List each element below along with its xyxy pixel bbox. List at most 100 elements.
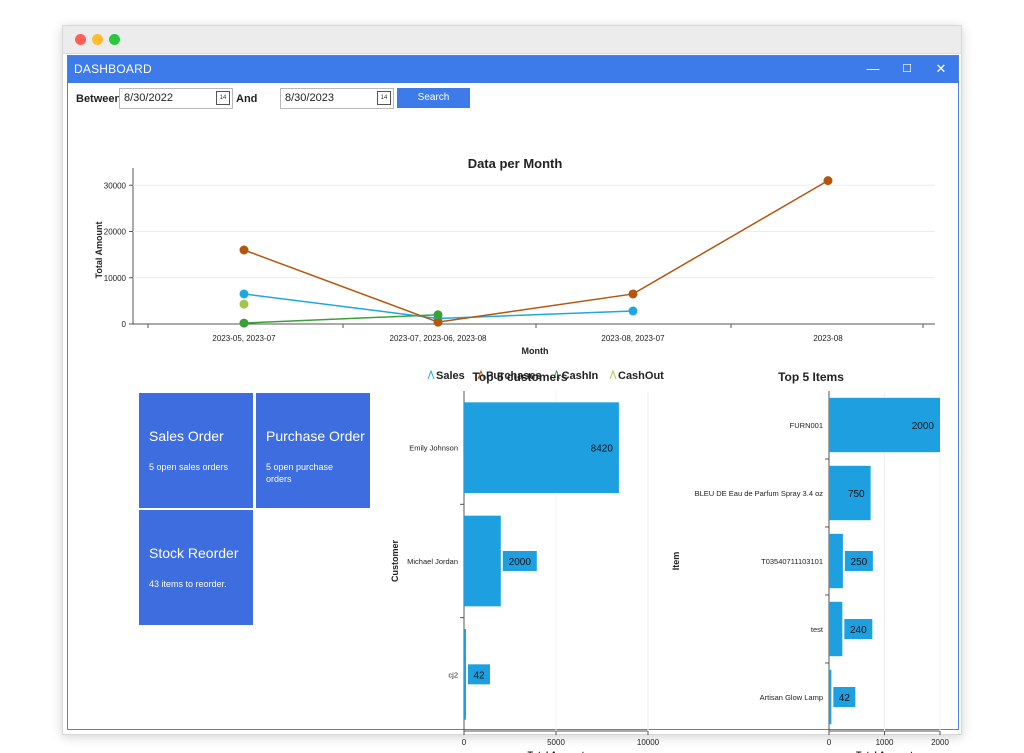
y-tick-label: 20000 [104, 228, 127, 237]
data-label: 2000 [912, 421, 935, 432]
sales-order-tile[interactable]: Sales Order 5 open sales orders [139, 393, 253, 508]
bar [829, 533, 843, 589]
bar [464, 515, 501, 607]
top-customers-chart: Top 5 customers 0 5000 10000 Total Amount Cus… [390, 370, 660, 753]
x-tick-label: 2023-08 [813, 334, 843, 343]
window-title: DASHBOARD [74, 62, 152, 76]
app-title-bar: DASHBOARD — ☐ ✕ [68, 56, 958, 83]
category-label: cj2 [448, 670, 458, 679]
series-line-cashin [243, 314, 439, 324]
x-tick-label: 0 [462, 738, 467, 747]
bar [829, 465, 871, 521]
data-label-box [502, 551, 537, 571]
data-label-box [833, 687, 856, 707]
data-point-sales [628, 306, 638, 316]
data-point-purchases [239, 245, 249, 255]
zoom-dot-icon[interactable] [109, 34, 120, 45]
close-button[interactable]: ✕ [935, 61, 947, 76]
category-label: FURN001 [790, 421, 823, 430]
chart-title: Data per Month [468, 156, 563, 171]
data-label: 2000 [509, 557, 532, 568]
category-label: Emily Johnson [409, 444, 458, 453]
category-label: Michael Jordan [407, 557, 458, 566]
close-dot-icon[interactable] [75, 34, 86, 45]
data-per-month-chart: Data per Month 0 10000 20000 30000 2023-05, 2… [94, 156, 935, 382]
data-label: 42 [839, 693, 851, 704]
minimize-dot-icon[interactable] [92, 34, 103, 45]
y-axis-label: Customer [390, 540, 400, 583]
end-date-value: 8/30/2023 [285, 92, 334, 104]
data-point-purchases [628, 289, 638, 299]
tile-title: Sales Order [149, 428, 224, 444]
data-label: 8420 [591, 444, 614, 455]
data-point-cashin [239, 318, 249, 328]
legend-icon [427, 369, 435, 380]
x-tick-label: 10000 [637, 738, 660, 747]
calendar-icon[interactable]: 14 [377, 91, 391, 105]
data-point-purchases [823, 176, 833, 186]
data-label: 750 [848, 489, 865, 500]
and-label: And [236, 93, 258, 105]
calendar-icon[interactable]: 14 [216, 91, 230, 105]
series-line-purchases [243, 179, 829, 323]
x-axis-label: Month [522, 346, 549, 356]
legend-icon [553, 369, 561, 380]
end-date-picker[interactable]: 8/30/2023 14 [280, 88, 394, 109]
mac-window-frame: DASHBOARD — ☐ ✕ Between 8/30/2022 14 And… [62, 25, 962, 753]
y-axis-label: Item [671, 552, 681, 571]
bar [464, 402, 619, 493]
stock-reorder-tile[interactable]: Stock Reorder 43 items to reorder. [139, 510, 253, 625]
category-label: test [811, 625, 824, 634]
legend-label: CashIn [562, 370, 599, 382]
x-axis-label: Total Amount [856, 750, 913, 753]
mac-title-bar [63, 26, 961, 54]
x-tick-label: 1000 [876, 738, 894, 747]
chart-title: Top 5 Items [778, 370, 844, 384]
tile-subtitle: 5 open sales orders [149, 462, 229, 472]
data-label-box [468, 664, 490, 685]
x-tick-label: 2023-08, 2023-07 [601, 334, 665, 343]
start-date-picker[interactable]: 8/30/2022 14 [119, 88, 233, 109]
tile-subtitle: 5 open purchase orders [266, 462, 334, 484]
minimize-button[interactable]: — [866, 61, 880, 76]
x-tick-label: 2023-05, 2023-07 [212, 334, 276, 343]
category-label: Artisan Glow Lamp [760, 693, 823, 702]
between-label: Between [76, 93, 122, 105]
x-tick-label: 2000 [931, 738, 949, 747]
data-point-cashout [239, 299, 249, 309]
bar [829, 601, 843, 657]
legend-icon [609, 369, 617, 380]
data-point-cashin [433, 310, 443, 320]
legend-icon [477, 369, 485, 380]
dashboard-window: DASHBOARD — ☐ ✕ Between 8/30/2022 14 And… [67, 55, 959, 753]
data-label: 250 [851, 557, 868, 568]
start-date-value: 8/30/2022 [124, 92, 173, 104]
data-label: 42 [473, 670, 485, 681]
x-tick-label: 0 [827, 738, 832, 747]
legend-label: Sales [436, 370, 465, 382]
y-tick-label: 0 [122, 320, 127, 329]
tile-title: Stock Reorder [149, 545, 239, 561]
category-label: BLEU DE Eau de Parfum Spray 3.4 oz [695, 489, 824, 498]
y-axis-label: Total Amount [94, 222, 104, 279]
x-tick-label: 5000 [547, 738, 565, 747]
tile-title: Purchase Order [266, 428, 365, 444]
purchase-order-tile[interactable]: Purchase Order 5 open purchase orders [256, 393, 370, 508]
bar [464, 629, 466, 720]
data-point-purchases [433, 317, 443, 327]
y-tick-label: 10000 [104, 274, 127, 283]
y-tick-label: 30000 [104, 181, 127, 190]
legend-label: CashOut [618, 370, 664, 382]
maximize-button[interactable]: ☐ [902, 63, 912, 75]
chart-title: Top 5 customers [472, 370, 567, 384]
top-items-chart: Top 5 Items 0 1000 2000 Total Amount Item FURN… [671, 370, 949, 753]
legend-label: Purchases [486, 370, 542, 382]
category-label: T03540711103101 [761, 557, 823, 566]
search-button[interactable]: Search [397, 88, 470, 108]
x-axis-label: Total Amount [528, 750, 585, 753]
data-label-box [844, 619, 873, 639]
tile-subtitle: 43 items to reorder. [149, 579, 227, 589]
data-label-box [844, 551, 873, 571]
bar [829, 669, 832, 725]
data-label: 240 [850, 625, 867, 636]
